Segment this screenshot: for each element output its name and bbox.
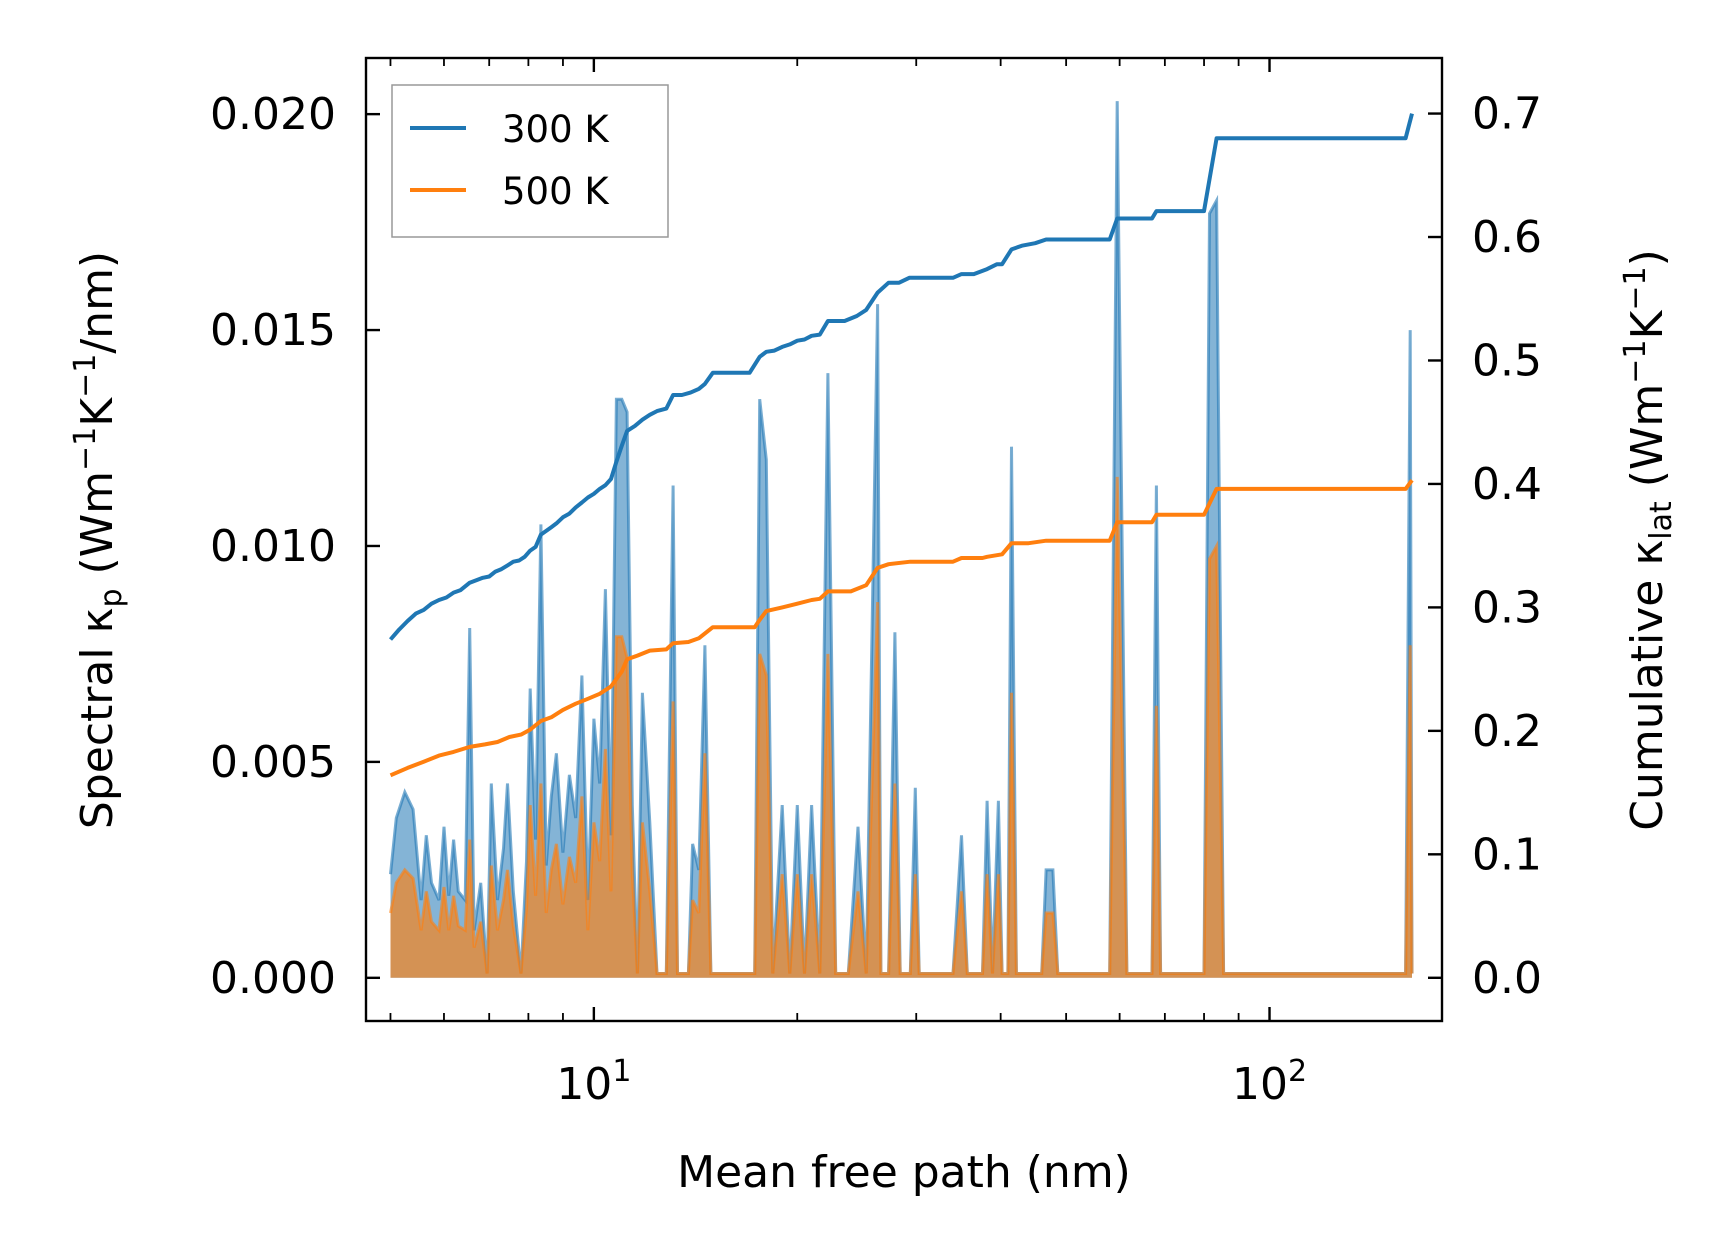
cumulative-line-layer: [388, 113, 1414, 778]
x-tick-label: 102: [1232, 1054, 1307, 1110]
y-right-tick-label: 0.4: [1472, 459, 1542, 510]
x-axis-label: Mean free path (nm): [677, 1147, 1131, 1198]
y-right-tick-label: 0.0: [1472, 953, 1542, 1004]
y-axis-right-label: Cumulative κlat (Wm−1K−1): [1618, 249, 1679, 831]
spectral-area-500k: [390, 476, 1412, 978]
y-left-tick-label: 0.020: [210, 89, 336, 140]
legend: 300 K 500 K: [391, 84, 669, 238]
y-right-tick-label: 0.2: [1472, 706, 1542, 757]
cumulative-line-300k: [388, 113, 1414, 641]
legend-label-300k: 300 K: [502, 108, 610, 151]
y-right-tick-label: 0.6: [1472, 212, 1542, 263]
y-left-tick-label: 0.000: [210, 953, 336, 1004]
plot-frame: [364, 56, 1444, 1023]
y-axis-left-label: Spectral κp (Wm−1K−1/nm): [68, 251, 129, 829]
legend-label-500k: 500 K: [502, 170, 610, 213]
axis-ticks: [366, 58, 1442, 1021]
axis-tick-labels: 0.000 0.005 0.010 0.015 0.020 0.0 0.1 0.2 0.3 0.4…: [210, 89, 1542, 1110]
y-left-tick-label: 0.015: [210, 305, 336, 356]
y-right-tick-label: 0.5: [1472, 335, 1542, 386]
cumulative-line-500k: [389, 479, 1414, 778]
y-left-tick-label: 0.005: [210, 737, 336, 788]
y-left-tick-label: 0.010: [210, 521, 336, 572]
x-tick-label: 101: [556, 1054, 631, 1110]
y-right-tick-label: 0.7: [1472, 89, 1542, 140]
y-right-tick-label: 0.3: [1472, 582, 1542, 633]
spectral-outline-500k: [389, 476, 1414, 975]
spectral-fill-layer: [389, 101, 1414, 978]
y-right-tick-label: 0.1: [1472, 829, 1542, 880]
legend-box: [391, 84, 669, 238]
